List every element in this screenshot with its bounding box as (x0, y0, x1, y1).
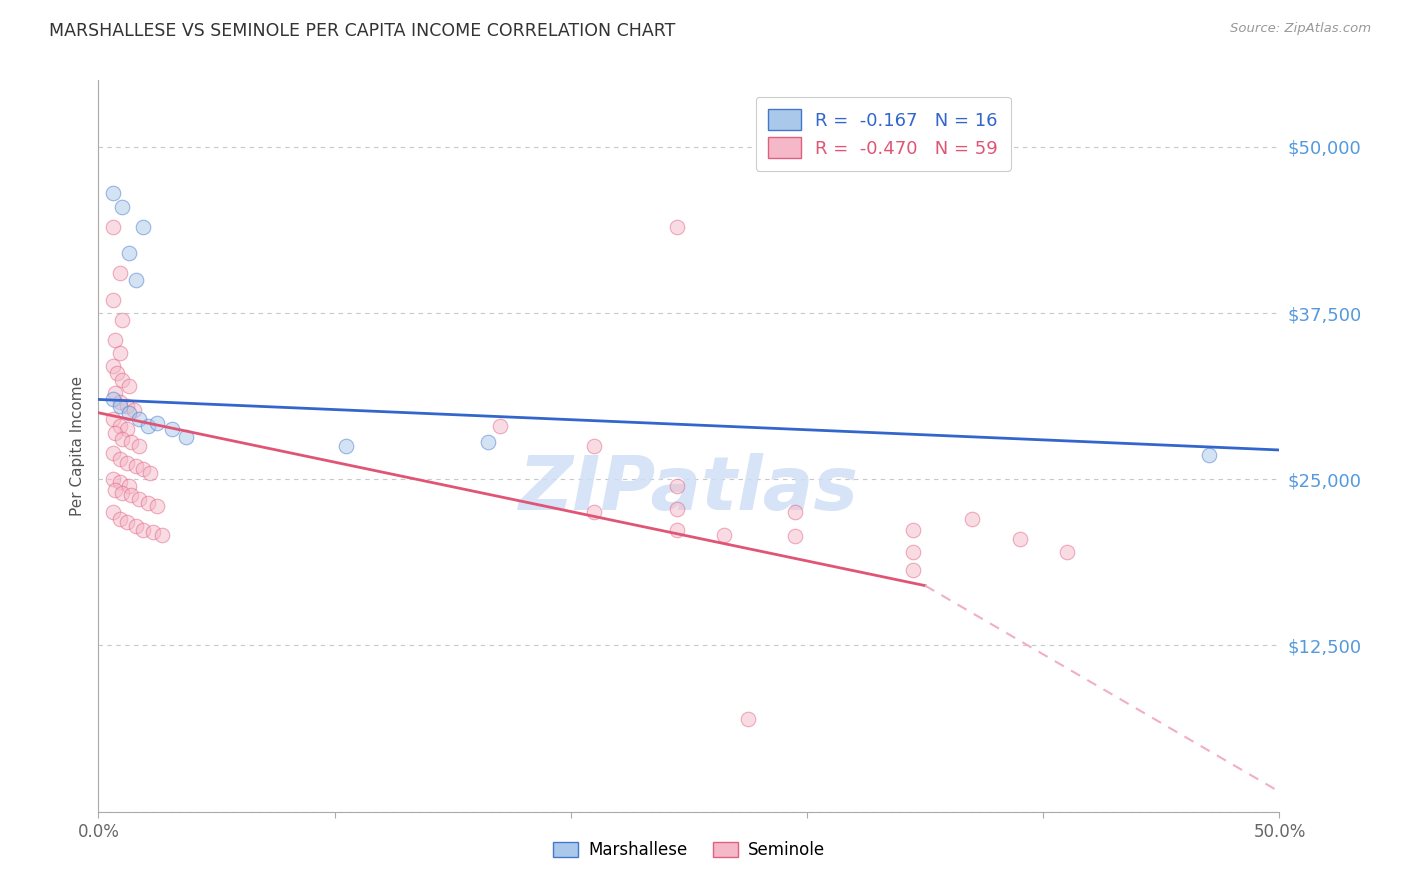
Point (115, 422, 138, 436)
Point (118, 246, 141, 260)
Y-axis label: Per Capita Income: Per Capita Income (69, 376, 84, 516)
Point (101, 186, 124, 201)
Point (903, 523, 925, 537)
Text: MARSHALLESE VS SEMINOLE PER CAPITA INCOME CORRELATION CHART: MARSHALLESE VS SEMINOLE PER CAPITA INCOM… (49, 22, 676, 40)
Point (1008, 532, 1031, 546)
Point (105, 366, 128, 380)
Point (101, 293, 124, 307)
Point (666, 523, 689, 537)
Point (108, 266, 131, 280)
Point (111, 372, 134, 386)
Point (108, 399, 131, 413)
Point (335, 439, 357, 453)
Point (125, 458, 148, 473)
Point (136, 496, 159, 510)
Point (785, 529, 807, 543)
Legend: Marshallese, Seminole: Marshallese, Seminole (547, 834, 831, 865)
Point (111, 485, 134, 500)
Point (108, 346, 131, 360)
Point (142, 525, 165, 540)
Point (115, 456, 138, 470)
Point (903, 563, 925, 577)
Point (583, 506, 606, 520)
Point (1056, 545, 1078, 559)
Point (108, 475, 131, 489)
Point (737, 712, 759, 726)
Point (121, 435, 143, 450)
Point (160, 422, 183, 436)
Point (101, 359, 124, 374)
Text: Source: ZipAtlas.com: Source: ZipAtlas.com (1230, 22, 1371, 36)
Point (111, 433, 134, 447)
Point (962, 512, 984, 526)
Point (101, 472, 124, 486)
Point (128, 412, 150, 426)
Point (666, 219, 689, 234)
Point (139, 466, 162, 480)
Point (101, 506, 124, 520)
Point (122, 403, 145, 417)
Point (128, 439, 150, 453)
Point (121, 488, 143, 502)
Point (174, 430, 197, 444)
Point (125, 273, 148, 287)
Point (477, 435, 499, 450)
Point (101, 392, 124, 407)
Text: ZIPatlas: ZIPatlas (519, 453, 859, 526)
Point (118, 379, 141, 393)
Point (666, 479, 689, 493)
Point (111, 312, 134, 326)
Point (125, 518, 148, 533)
Point (101, 445, 124, 459)
Point (108, 512, 131, 526)
Point (132, 461, 155, 475)
Point (128, 492, 150, 507)
Point (146, 499, 169, 513)
Point (108, 419, 131, 434)
Point (118, 406, 141, 420)
Point (785, 506, 807, 520)
Point (104, 333, 127, 347)
Point (713, 528, 735, 542)
Point (489, 419, 512, 434)
Point (104, 483, 127, 497)
Point (132, 523, 155, 537)
Point (136, 419, 159, 434)
Point (108, 452, 131, 467)
Point (666, 501, 689, 516)
Point (118, 479, 141, 493)
Point (903, 545, 925, 559)
Point (583, 439, 606, 453)
Point (146, 417, 169, 431)
Point (111, 200, 134, 214)
Point (132, 219, 155, 234)
Point (150, 528, 173, 542)
Point (1198, 448, 1220, 462)
Point (115, 399, 138, 413)
Point (104, 425, 127, 440)
Point (108, 395, 131, 409)
Point (101, 412, 124, 426)
Point (104, 385, 127, 400)
Point (115, 515, 138, 529)
Point (101, 219, 124, 234)
